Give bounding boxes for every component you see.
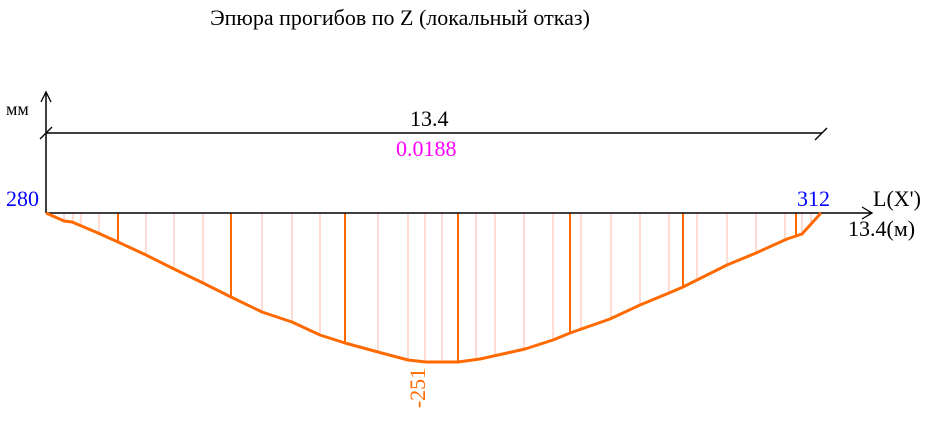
dimension-tick-right [814, 127, 828, 141]
dimension-length: 13.4 [410, 106, 449, 131]
x-axis-label: L(X') [873, 186, 921, 211]
y-axis-unit: мм [6, 99, 29, 119]
end-node-label: 312 [797, 186, 830, 211]
x-axis-arrowhead [861, 206, 874, 220]
dimension-tick-left [39, 126, 53, 140]
y-axis-arrowhead [40, 90, 52, 103]
x-axis-length-label: 13.4(м) [848, 216, 916, 241]
diagram-title: Эпюра прогибов по Z (локальный отказ) [210, 5, 590, 30]
deflection-curve [45, 211, 823, 364]
extreme-value-label: -251 [405, 367, 430, 409]
start-node-label: 280 [6, 186, 39, 211]
dimension-scale: 0.0188 [396, 136, 457, 161]
diagram-hatching [63, 213, 812, 362]
